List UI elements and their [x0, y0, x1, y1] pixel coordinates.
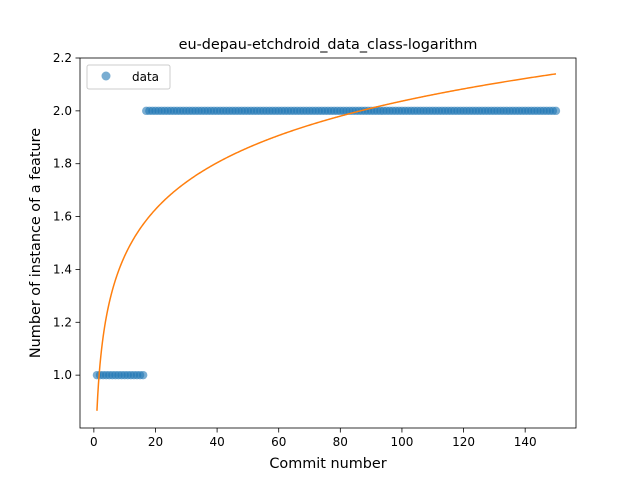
x-tick-label: 20 — [148, 435, 163, 449]
y-tick-label: 1.4 — [53, 262, 72, 276]
y-tick-label: 1.8 — [53, 157, 72, 171]
x-tick-label: 140 — [514, 435, 537, 449]
y-tick-label: 2.0 — [53, 104, 72, 118]
data-marks — [92, 73, 561, 411]
y-tick-label: 1.2 — [53, 315, 72, 329]
y-tick-label: 2.2 — [53, 51, 72, 65]
x-axis-label: Commit number — [269, 456, 386, 472]
x-tick-label: 100 — [390, 435, 413, 449]
legend: data — [86, 64, 171, 90]
x-tick-label: 60 — [271, 435, 286, 449]
chart-title: eu-depau-etchdroid_data_class-logarithm — [179, 37, 478, 53]
data-point — [551, 106, 561, 116]
fit-line — [96, 73, 557, 411]
y-tick-label: 1.6 — [53, 210, 72, 224]
legend-box — [86, 64, 171, 90]
plot-frame — [79, 57, 577, 429]
data-point — [138, 370, 148, 380]
x-axis-ticks: 0 20 40 60 80 100 120 140 — [90, 428, 537, 449]
y-axis-label: Number of instance of a feature — [28, 128, 44, 358]
x-tick-label: 40 — [209, 435, 224, 449]
legend-label-data: data — [132, 70, 159, 84]
x-tick-label: 0 — [90, 435, 98, 449]
y-axis-ticks: 1.0 1.2 1.4 1.6 1.8 2.0 2.2 — [53, 51, 80, 382]
x-tick-label: 120 — [452, 435, 475, 449]
plot-area — [79, 57, 577, 429]
x-tick-label: 80 — [333, 435, 348, 449]
y-tick-label: 1.0 — [53, 368, 72, 382]
legend-marker-data — [101, 71, 111, 81]
